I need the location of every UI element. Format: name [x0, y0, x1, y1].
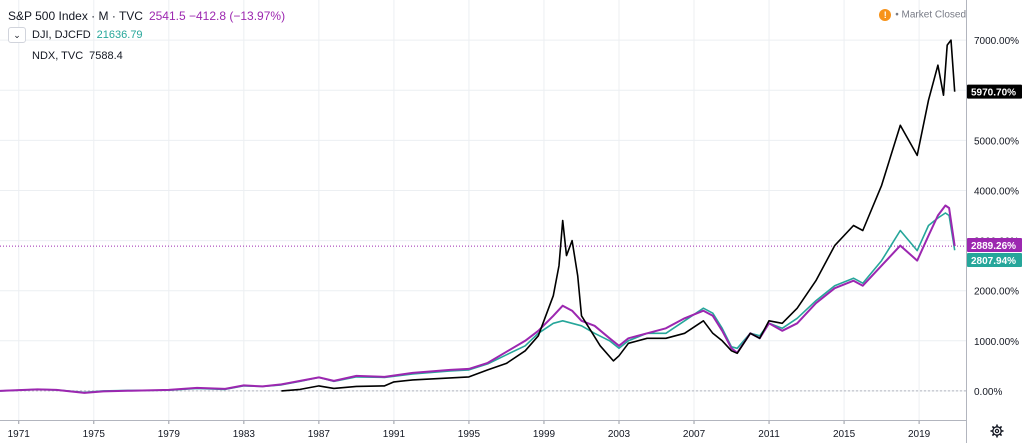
y-tick-label: 1000.00%: [974, 337, 1019, 348]
legend-item-ndx[interactable]: NDX, TVC 7588.4: [32, 50, 123, 62]
price-label-box: [967, 253, 1022, 267]
x-tick-label: 1991: [383, 429, 406, 440]
y-tick-label: 7000.00%: [974, 36, 1019, 47]
y-tick-label: 4000.00%: [974, 186, 1019, 197]
legend-value: 2541.5 −412.8 (−13.97%): [148, 9, 286, 23]
price-label: 5970.70%: [971, 88, 1016, 99]
x-tick-label: 1971: [8, 429, 31, 440]
x-tick-label: 1987: [308, 429, 331, 440]
x-tick-label: 1999: [533, 429, 556, 440]
series-line-ndx: [281, 39, 956, 392]
market-status-text: Market Closed: [901, 9, 966, 21]
legend-value: 21636.79: [96, 29, 143, 41]
price-label: 2889.26%: [971, 241, 1016, 252]
x-tick-label: 1975: [83, 429, 106, 440]
legend-item-sp500[interactable]: S&P 500 Index · M · TVC 2541.5 −412.8 (−1…: [8, 9, 285, 23]
price-label-box: [967, 238, 1022, 252]
y-tick-label: 5000.00%: [974, 136, 1019, 147]
series-line-s-p-500-index: [0, 204, 956, 394]
legend-name: DJI, DJCFD: [32, 29, 91, 41]
legend-value: 7588.4: [89, 50, 123, 62]
gear-icon[interactable]: [990, 424, 1004, 438]
price-label-box: [967, 84, 1022, 99]
y-tick-label: 0.00%: [974, 387, 1002, 398]
legend-item-dji[interactable]: DJI, DJCFD 21636.79: [32, 29, 143, 41]
legend-name: S&P 500 Index · M · TVC: [8, 9, 143, 23]
market-status: ! • Market Closed: [879, 9, 966, 21]
exclamation-icon: !: [879, 9, 892, 21]
x-tick-label: 1983: [233, 429, 256, 440]
x-tick-label: 1995: [458, 429, 481, 440]
x-tick-label: 2003: [608, 429, 631, 440]
price-label: 2807.94%: [971, 256, 1016, 267]
y-tick-label: 2000.00%: [974, 287, 1019, 298]
x-tick-label: 2007: [683, 429, 706, 440]
x-tick-label: 2015: [833, 429, 856, 440]
x-tick-label: 2019: [908, 429, 931, 440]
x-tick-label: 1979: [158, 429, 181, 440]
x-tick-label: 2011: [758, 429, 780, 440]
collapse-legend-button[interactable]: ⌄: [8, 27, 26, 43]
legend-name: NDX, TVC: [32, 50, 84, 62]
